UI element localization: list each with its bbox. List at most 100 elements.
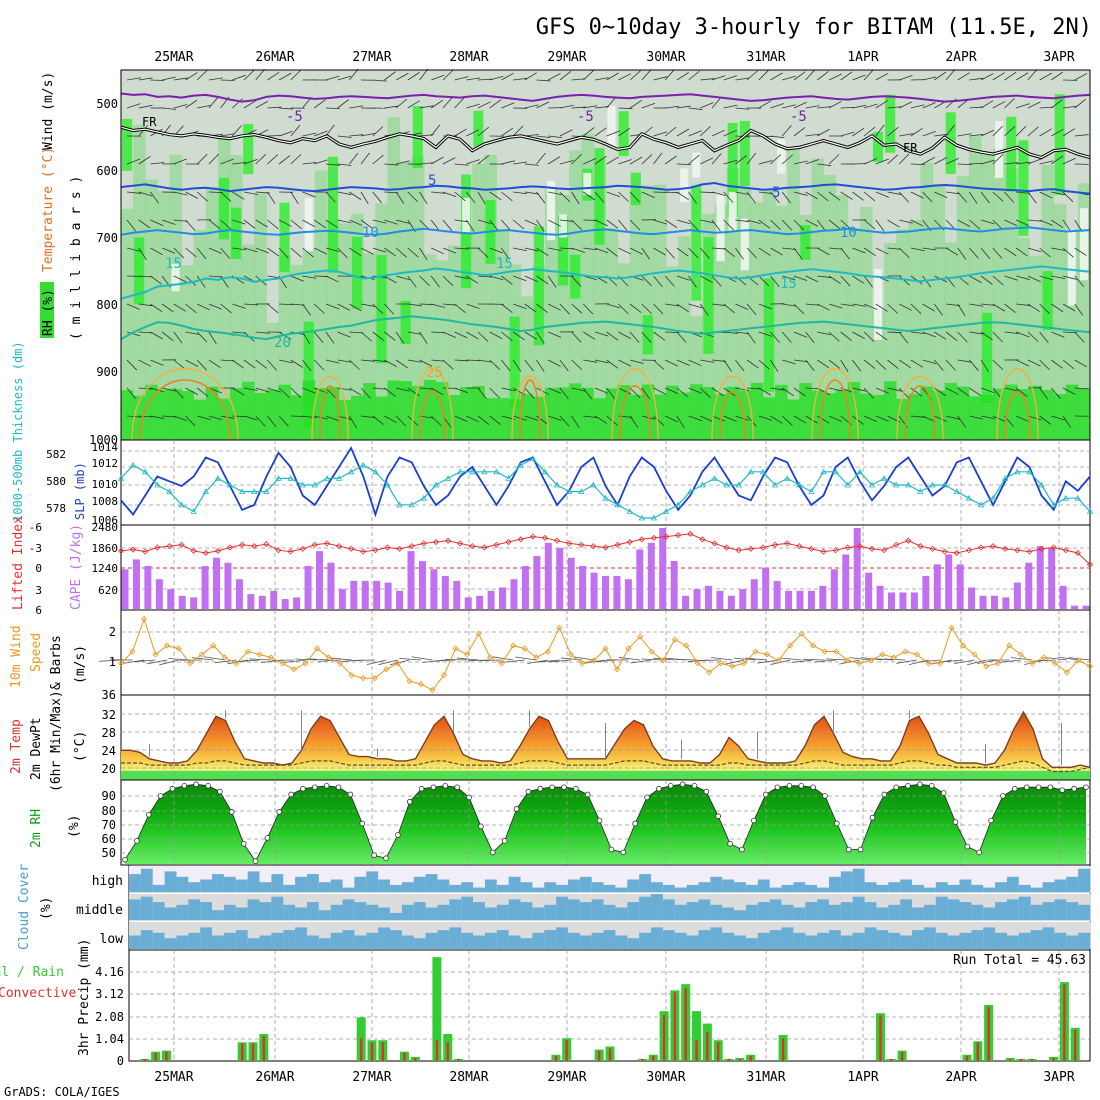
wind10-barb <box>839 659 860 665</box>
cloud-cell <box>793 907 806 921</box>
cloud-cell <box>745 904 759 921</box>
contour-25 <box>139 379 231 441</box>
wind-barb <box>887 387 902 392</box>
rh-low <box>1065 384 1079 445</box>
wind-barb <box>267 219 279 230</box>
cloud-bg <box>473 866 486 893</box>
wind-barb <box>477 219 492 225</box>
wind-barb <box>899 219 913 224</box>
cape-bar <box>990 595 998 609</box>
wind-barb <box>501 72 514 81</box>
cloud-cell <box>390 912 403 921</box>
cape-bar <box>613 575 621 609</box>
wind-barb <box>548 73 561 81</box>
cape-bar <box>704 585 712 609</box>
lifted-index-point <box>808 545 815 552</box>
wind-barb <box>360 191 369 205</box>
wind10-point <box>429 686 436 694</box>
lifted-index-point <box>553 537 561 544</box>
wind-barb <box>653 247 666 256</box>
rh2m-point <box>573 785 579 792</box>
wind-barb <box>501 331 513 342</box>
axis-label: (m/s) <box>73 645 88 684</box>
contour-15 <box>120 265 1091 300</box>
thickness-point <box>771 481 779 488</box>
wind10-barb <box>733 657 756 661</box>
wind-barb <box>910 191 924 199</box>
wind-barb <box>758 303 773 310</box>
wind-barb <box>208 331 217 345</box>
thickness-point <box>965 494 973 501</box>
wind-barb <box>781 125 792 137</box>
wind-barb <box>267 247 280 257</box>
cloud-cell <box>1006 899 1020 921</box>
wind-barb <box>243 415 258 421</box>
cloud-cell <box>212 935 225 949</box>
date-label-bottom: 28MAR <box>449 1070 488 1085</box>
axis-label: & Barbs <box>49 635 64 690</box>
rh-dry <box>740 218 749 271</box>
wind-barb <box>267 387 281 393</box>
cloud-cell <box>817 899 830 921</box>
wind-barb <box>980 331 993 341</box>
thickness-point <box>699 481 706 488</box>
wind10-barb <box>802 658 825 661</box>
wind-barb <box>1004 97 1015 109</box>
wind-barb <box>828 415 842 423</box>
lifted-index-point <box>662 533 670 540</box>
wind-barb <box>279 303 294 306</box>
wind-barb <box>793 331 808 338</box>
thickness-point <box>432 481 440 488</box>
wind10-barb <box>191 657 214 661</box>
wind-barb <box>559 160 574 165</box>
wind-barb <box>524 303 537 313</box>
thickness-point <box>226 481 234 488</box>
wind-barb <box>1039 303 1050 315</box>
cape-bar <box>373 580 381 609</box>
cloud-cell <box>603 884 616 893</box>
rh2m-point <box>217 788 223 795</box>
wind-barb <box>384 247 397 257</box>
lifted-index-point <box>444 537 452 544</box>
lifted-index-point <box>541 534 549 541</box>
wind-barb <box>887 191 902 195</box>
wind10-barb <box>284 659 306 663</box>
wind-barb <box>290 275 304 282</box>
wind-barb <box>138 331 153 334</box>
wind10-panel: 2 1 10m Wind Speed & Barbs (m/s) <box>9 609 1094 696</box>
wind-barb <box>676 275 691 281</box>
contour-25-outer <box>996 368 1039 441</box>
wind-barb <box>1062 387 1076 395</box>
precip-convective-bar <box>738 1058 742 1061</box>
wind-barb <box>255 331 270 334</box>
cloud-cell <box>615 887 628 893</box>
cloud-cells <box>129 866 1091 949</box>
rh-dry <box>546 180 556 241</box>
date-label-top: 1APR <box>847 50 878 65</box>
wind10-point <box>867 657 874 664</box>
cloud-cell <box>579 876 593 893</box>
wind-barb <box>676 72 689 81</box>
rh2m-point <box>145 811 152 818</box>
rh-column <box>653 184 667 440</box>
wind-barb <box>255 68 265 81</box>
wind-barb <box>910 415 925 418</box>
thickness-point <box>251 488 258 494</box>
cloud-cell <box>651 927 664 949</box>
wind10-point <box>913 651 921 658</box>
rh-dry <box>559 214 568 238</box>
wind-barb <box>162 415 177 418</box>
cape-bar <box>910 592 918 609</box>
wind10-point <box>510 642 517 649</box>
wind-barb <box>395 331 405 344</box>
wind-barb <box>606 191 620 198</box>
thickness-point <box>711 475 718 481</box>
wind-barb <box>817 331 832 336</box>
lifted-index-point <box>1038 545 1045 552</box>
wind-barb <box>196 69 208 81</box>
cloud-cell <box>686 884 699 893</box>
cape-bar <box>659 527 667 609</box>
precip-convective-bar <box>695 1040 698 1061</box>
wind10-point <box>925 660 932 667</box>
cloud-cell <box>306 874 320 893</box>
